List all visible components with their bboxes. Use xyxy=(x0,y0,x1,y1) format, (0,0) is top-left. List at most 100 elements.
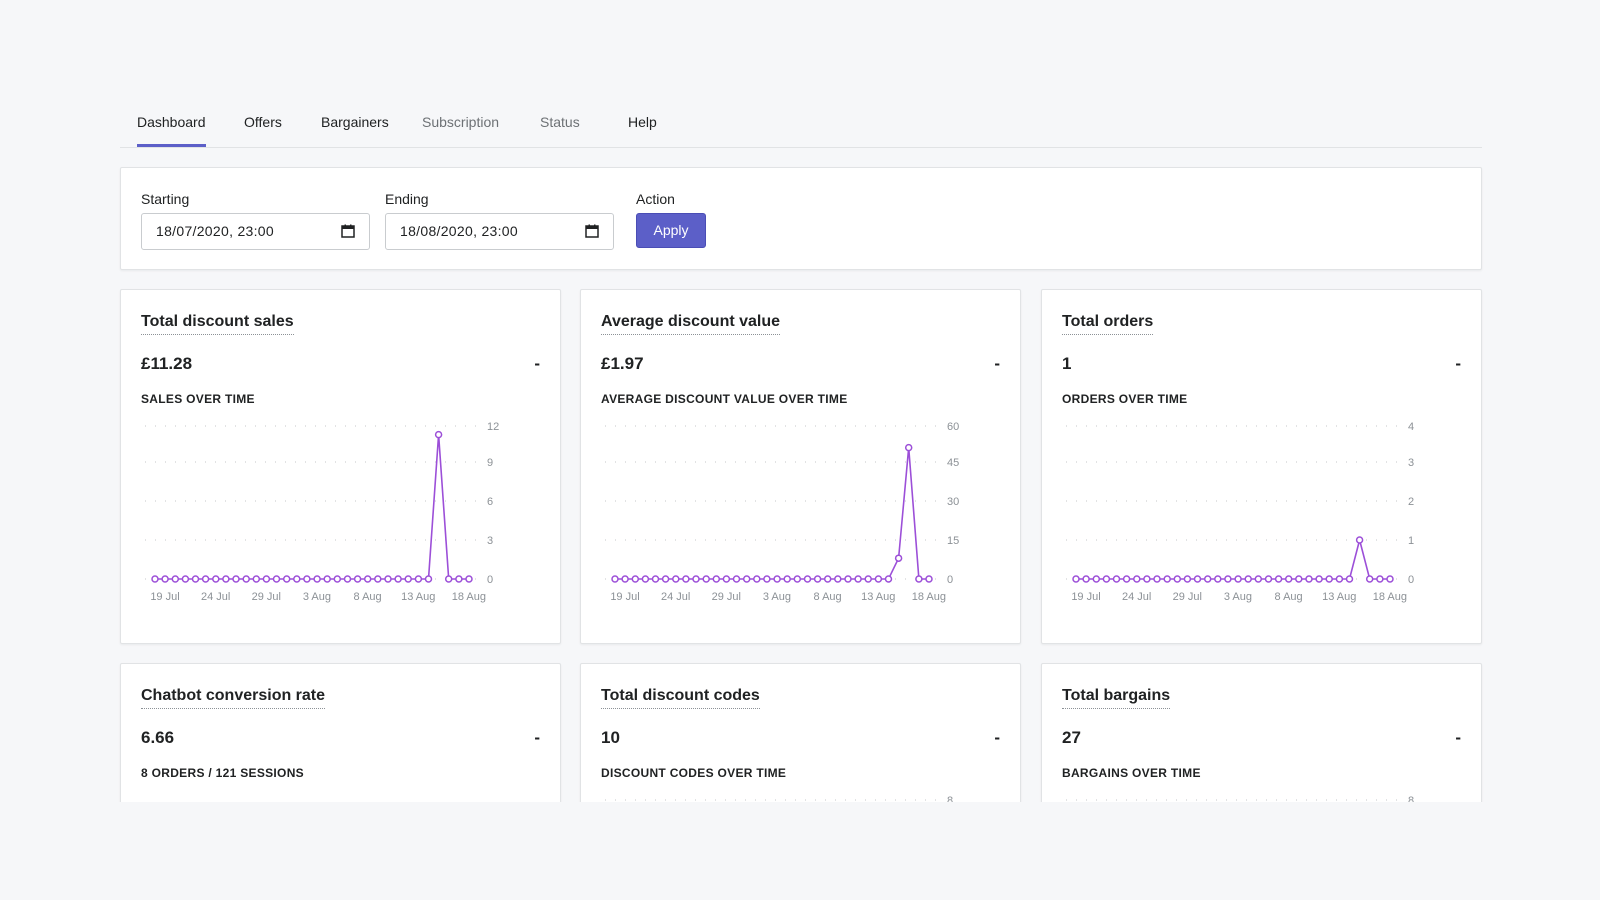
metric-card-average-discount-value: Average discount value £1.97 - AVERAGE D… xyxy=(580,289,1021,644)
chart-y-tick-label: 45 xyxy=(947,457,959,469)
calendar-icon[interactable] xyxy=(341,224,355,238)
chart-data-point xyxy=(465,575,473,583)
metric-title[interactable]: Chatbot conversion rate xyxy=(141,687,326,709)
chart-y-tick-label: 6 xyxy=(487,496,493,508)
chart-data-point xyxy=(1365,575,1374,583)
metric-change: - xyxy=(534,728,540,747)
metric-value: £11.28 xyxy=(141,354,193,373)
metric-change: - xyxy=(994,728,1000,747)
bargains-over-time-chart: 8 xyxy=(1066,795,1414,807)
chart-data-point xyxy=(692,575,700,583)
chart-data-point xyxy=(753,575,761,583)
chart-data-point xyxy=(631,575,640,583)
chart-y-tick-label: 60 xyxy=(947,421,959,433)
chart-data-point xyxy=(414,575,423,583)
chart-data-point xyxy=(1355,536,1364,544)
chart-data-point xyxy=(232,575,240,583)
chart-x-tick-label: 8 Aug xyxy=(814,591,842,603)
chart-data-point xyxy=(262,575,271,583)
chart-data-point xyxy=(823,575,832,583)
metric-title[interactable]: Total bargains xyxy=(1062,687,1171,709)
date-filter-card: Starting 18/07/2020, 23:00 Ending 18/08/… xyxy=(120,167,1482,270)
chart-x-tick-label: 18 Aug xyxy=(1373,591,1407,603)
chart-data-point xyxy=(191,575,200,583)
chart-x-tick-label: 19 Jul xyxy=(1071,591,1100,603)
chart-data-point xyxy=(1335,575,1344,583)
chart-data-point xyxy=(702,575,710,583)
chart-data-point xyxy=(424,575,433,583)
starting-date-input[interactable]: 18/07/2020, 23:00 xyxy=(141,213,370,250)
chart-x-tick-label: 29 Jul xyxy=(712,591,741,603)
metric-title[interactable]: Total discount sales xyxy=(141,313,294,335)
chart-data-point xyxy=(894,554,903,562)
chart-data-point xyxy=(374,575,382,583)
discount-codes-over-time-chart: 8 xyxy=(605,795,953,807)
chart-y-tick-label: 9 xyxy=(487,457,493,469)
chart-data-point xyxy=(854,575,862,583)
chart-y-tick-label: 12 xyxy=(487,421,499,433)
chart-data-point xyxy=(712,575,721,583)
apply-button[interactable]: Apply xyxy=(636,213,706,248)
metric-change: - xyxy=(994,354,1000,373)
chart-data-point xyxy=(621,575,629,583)
chart-data-point xyxy=(303,575,311,583)
chart-data-point xyxy=(252,575,261,583)
chart-data-point xyxy=(293,575,301,583)
chart-series-line xyxy=(155,434,469,580)
chart-x-tick-label: 8 Aug xyxy=(354,591,382,603)
metric-title[interactable]: Total orders xyxy=(1062,313,1154,335)
chart-data-point xyxy=(1274,575,1283,583)
chart-data-point xyxy=(384,575,392,583)
tab-help[interactable]: Help xyxy=(628,114,657,130)
ending-label: Ending xyxy=(385,191,429,207)
chart-data-point xyxy=(313,575,321,583)
metric-title[interactable]: Average discount value xyxy=(601,313,781,335)
chart-data-point xyxy=(783,575,791,583)
tab-offers[interactable]: Offers xyxy=(244,114,282,130)
chart-x-tick-label: 13 Aug xyxy=(861,591,895,603)
chart-data-point xyxy=(904,443,913,452)
chart-data-point xyxy=(333,575,342,583)
chart-data-point xyxy=(925,575,933,583)
chart-data-point xyxy=(1193,575,1202,583)
chart-x-tick-label: 24 Jul xyxy=(201,591,230,603)
ending-date-input[interactable]: 18/08/2020, 23:00 xyxy=(385,213,614,250)
chart-data-point xyxy=(1244,575,1252,583)
calendar-icon[interactable] xyxy=(585,224,599,238)
metric-subtitle: ORDERS OVER TIME xyxy=(1062,392,1188,406)
starting-date-value: 18/07/2020, 23:00 xyxy=(156,223,274,239)
chart-data-point xyxy=(763,575,771,583)
chart-data-point xyxy=(682,575,690,583)
chart-data-point xyxy=(803,575,812,583)
chart-data-point xyxy=(1203,575,1212,583)
chart-y-tick-label: 3 xyxy=(1408,457,1414,469)
chart-data-point xyxy=(161,575,169,583)
chart-data-point xyxy=(672,575,680,583)
chart-x-tick-label: 13 Aug xyxy=(401,591,435,603)
chart-data-point xyxy=(1386,575,1394,583)
chart-data-point xyxy=(1112,575,1121,583)
chart-data-point xyxy=(323,575,331,583)
chart-data-point xyxy=(834,575,842,583)
metric-change: - xyxy=(1455,354,1461,373)
chart-data-point xyxy=(455,575,463,583)
metric-value: £1.97 xyxy=(601,354,644,373)
chart-y-tick-label: 1 xyxy=(1408,535,1414,547)
chart-data-point xyxy=(1254,575,1263,583)
chart-data-point xyxy=(282,575,291,583)
chart-y-tick-label: 8 xyxy=(947,795,953,807)
metric-card-total-orders: Total orders 1 - ORDERS OVER TIME 0 1 2 3 4 1… xyxy=(1041,289,1482,644)
orders-over-time-chart: 0 1 2 3 4 19 Jul 24 Jul 29 Jul 3 Aug 8 Aug 13 Aug 1… xyxy=(1066,421,1414,603)
tab-bargainers[interactable]: Bargainers xyxy=(321,114,389,130)
chart-data-point xyxy=(732,575,741,583)
tab-dashboard[interactable]: Dashboard xyxy=(137,114,206,147)
chart-x-tick-label: 18 Aug xyxy=(452,591,486,603)
chart-data-point xyxy=(272,575,281,583)
chart-data-point xyxy=(864,575,872,583)
metric-title[interactable]: Total discount codes xyxy=(601,687,760,709)
chart-data-point xyxy=(641,575,650,583)
tab-subscription[interactable]: Subscription xyxy=(422,114,500,130)
chart-data-point xyxy=(1072,575,1080,583)
tab-status[interactable]: Status xyxy=(540,114,580,130)
chart-data-point xyxy=(1153,575,1161,583)
